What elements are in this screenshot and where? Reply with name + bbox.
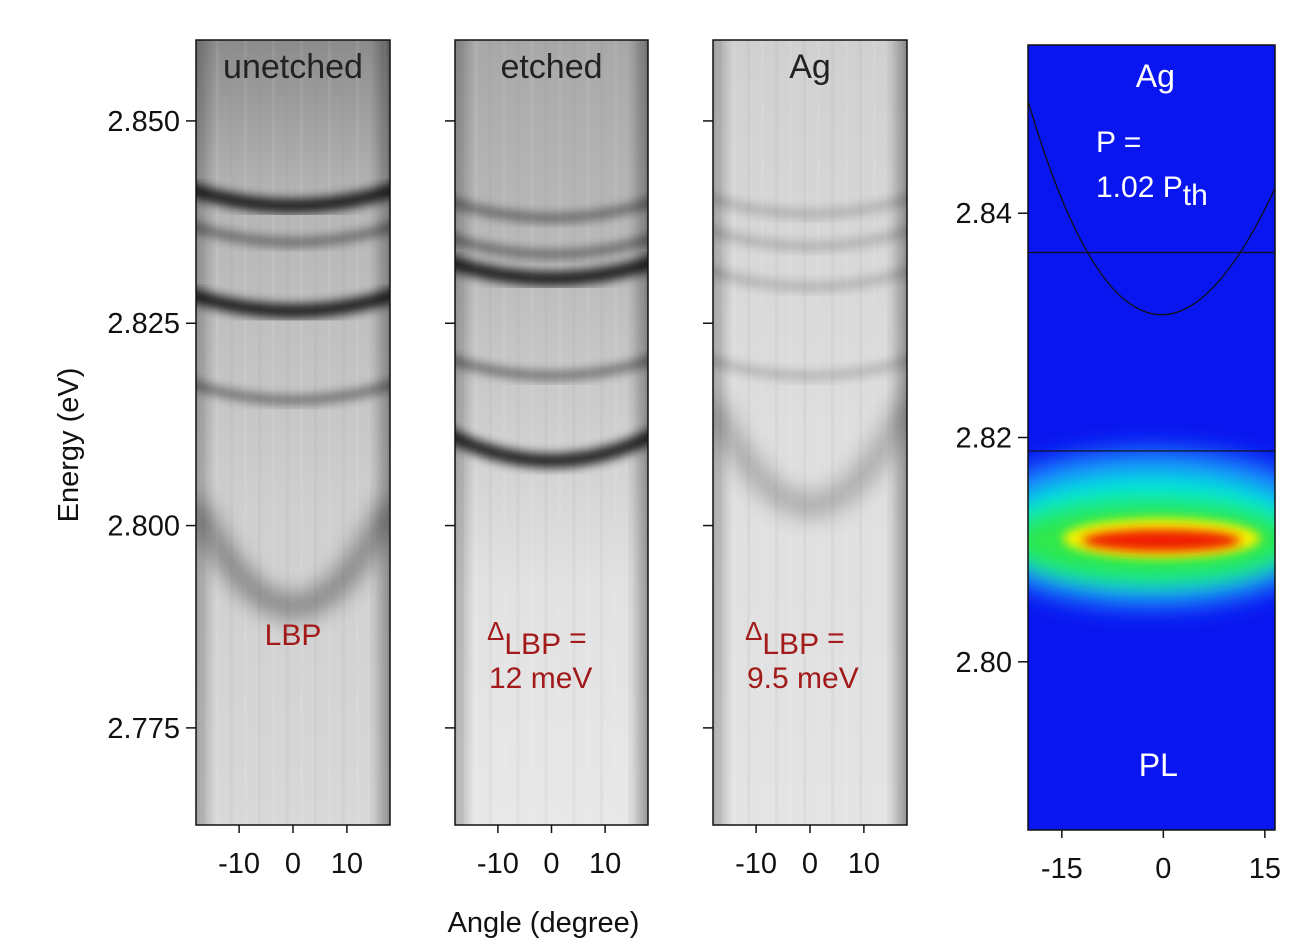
panel-image: [196, 40, 390, 825]
annotation-subscript: LBP: [504, 628, 561, 661]
x-tick-label: -10: [218, 848, 260, 880]
x-tick-label: 0: [802, 848, 818, 880]
y-tick-label: 2.80: [956, 647, 1012, 679]
annotation-text: =: [827, 622, 845, 655]
x-tick-label: 0: [1155, 853, 1171, 885]
band: [455, 429, 648, 468]
annotation-bottom: PL: [1139, 747, 1178, 783]
band: [196, 223, 390, 247]
annotation-line1: P =: [1096, 126, 1141, 159]
lbp-parabola: [196, 501, 390, 616]
y-axis-label: Energy (eV): [53, 368, 85, 523]
band: [713, 267, 907, 291]
parabola: [1028, 100, 1275, 316]
panel-image: [455, 40, 648, 825]
panel: unetched LBP -10 0 10 2.850 2.825 2.800 2.775 Ene…: [53, 39, 391, 880]
annotation-symbol: Δ: [745, 616, 762, 646]
edge-shade: [455, 40, 648, 825]
band: [713, 194, 907, 218]
x-tick-label: 15: [1249, 853, 1281, 885]
band: [455, 235, 648, 259]
annotation: ΔLBP =: [745, 616, 845, 661]
panel-title: Ag: [789, 48, 831, 86]
x-tick-label: 10: [848, 848, 880, 880]
band: [196, 288, 390, 319]
y-tick-label: 2.84: [956, 198, 1012, 230]
band: [713, 227, 907, 251]
annotation-text: 1.02 P: [1096, 171, 1183, 204]
band: [196, 183, 390, 213]
y-tick-label: 2.825: [107, 308, 180, 340]
panel-image: [1028, 45, 1275, 830]
edge-shade: [196, 40, 390, 825]
annotation: LBP: [265, 619, 322, 652]
x-tick-label: 10: [331, 848, 363, 880]
annotation-line2: 12 meV: [489, 662, 592, 695]
edge-shade: [713, 40, 907, 825]
x-tick-label: 0: [543, 848, 559, 880]
band: [713, 356, 907, 380]
panel-image: [713, 40, 907, 825]
y-tick-label: 2.775: [107, 713, 180, 745]
annotation: 1.02 Pth: [1096, 171, 1208, 212]
y-tick-label: 2.82: [956, 423, 1012, 455]
y-tick-label: 2.850: [107, 106, 180, 138]
lbp-parabola: [713, 400, 907, 514]
background: [1028, 45, 1275, 830]
x-tick-label: -10: [477, 848, 519, 880]
x-tick-label: 10: [589, 848, 621, 880]
annotation-symbol: Δ: [487, 616, 504, 646]
panel: Ag P = 1.02 Pth PL -15 0 15 2.84 2.82 2.80: [956, 44, 1281, 885]
annotation: ΔLBP =: [487, 616, 587, 661]
x-tick-label: -15: [1041, 853, 1083, 885]
annotation-line2: 9.5 meV: [747, 662, 859, 695]
annotation-subscript: th: [1183, 179, 1208, 212]
annotation-text: =: [569, 622, 587, 655]
panel-title: Ag: [1136, 58, 1175, 94]
x-axis-label: Angle (degree): [448, 907, 640, 939]
annotation-subscript: LBP: [762, 628, 819, 661]
emission-red: [1082, 529, 1241, 552]
band: [455, 199, 648, 222]
band: [455, 256, 648, 286]
band: [196, 381, 390, 405]
panel-title: etched: [500, 48, 602, 86]
x-tick-label: -10: [735, 848, 777, 880]
y-tick-label: 2.800: [107, 511, 180, 543]
x-tick-label: 0: [285, 848, 301, 880]
panel-title: unetched: [223, 48, 363, 86]
band: [455, 356, 648, 380]
